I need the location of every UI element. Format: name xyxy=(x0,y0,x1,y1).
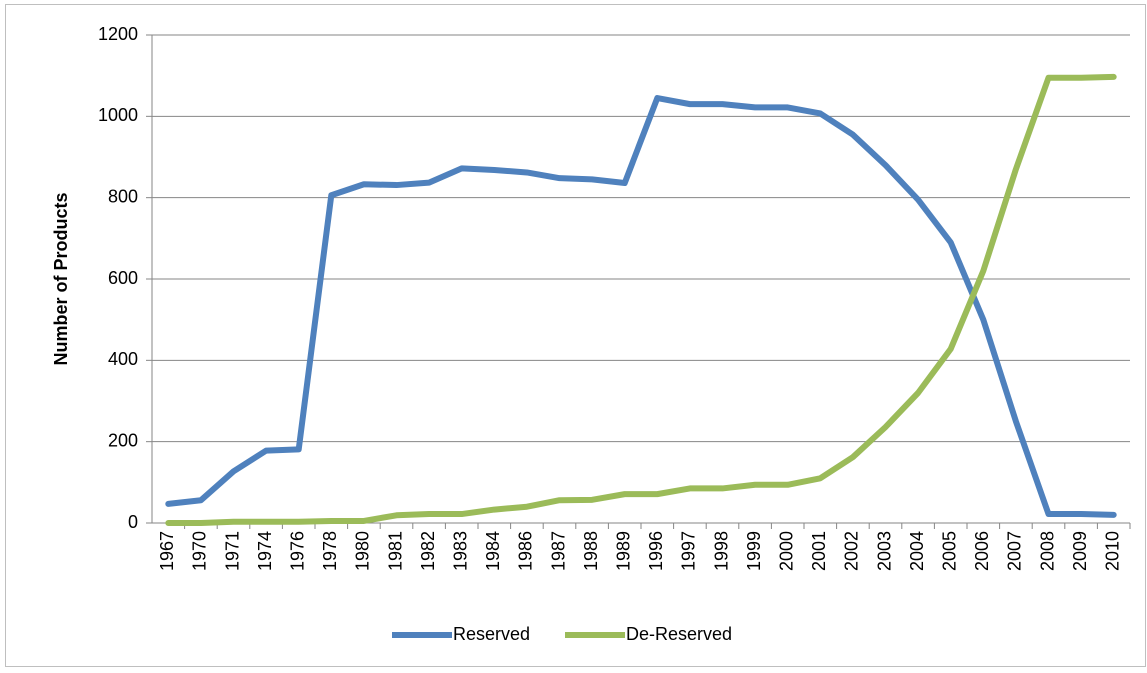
x-tick-label: 1999 xyxy=(744,531,764,571)
x-tick-label: 1996 xyxy=(646,531,666,571)
y-axis-label: Number of Products xyxy=(51,192,71,365)
x-tick-label: 1987 xyxy=(548,531,568,571)
y-tick-label: 800 xyxy=(108,186,138,206)
x-tick-label: 1970 xyxy=(190,531,210,571)
x-tick-label: 1998 xyxy=(711,531,731,571)
x-tick-label: 1986 xyxy=(516,531,536,571)
legend-label: De-Reserved xyxy=(626,624,732,644)
x-tick-label: 2000 xyxy=(776,531,796,571)
series-line xyxy=(165,73,1117,526)
x-tick-label: 1967 xyxy=(157,531,177,571)
x-tick-label: 1997 xyxy=(679,531,699,571)
y-tick-label: 200 xyxy=(108,430,138,450)
x-tick-label: 1980 xyxy=(353,531,373,571)
x-tick-label: 2008 xyxy=(1037,531,1057,571)
x-tick-label: 1983 xyxy=(450,531,470,571)
y-tick-label: 600 xyxy=(108,268,138,288)
x-tick-label: 2010 xyxy=(1102,531,1122,571)
y-tick-label: 1200 xyxy=(98,24,138,44)
x-tick-label: 1988 xyxy=(581,531,601,571)
y-tick-label: 0 xyxy=(128,512,138,532)
x-tick-label: 1982 xyxy=(418,531,438,571)
x-tick-label: 2002 xyxy=(842,531,862,571)
x-tick-label: 1981 xyxy=(385,531,405,571)
x-tick-label: 1984 xyxy=(483,531,503,571)
x-tick-label: 2003 xyxy=(874,531,894,571)
x-tick-label: 1989 xyxy=(613,531,633,571)
y-tick-label: 400 xyxy=(108,349,138,369)
x-tick-label: 2004 xyxy=(907,531,927,571)
x-tick-label: 1976 xyxy=(287,531,307,571)
x-tick-label: 2005 xyxy=(939,531,959,571)
x-tick-label: 2009 xyxy=(1070,531,1090,571)
x-tick-label: 2001 xyxy=(809,531,829,571)
series-line xyxy=(165,95,1117,518)
x-tick-label: 1978 xyxy=(320,531,340,571)
y-tick-label: 1000 xyxy=(98,105,138,125)
x-tick-label: 2006 xyxy=(972,531,992,571)
x-tick-label: 1974 xyxy=(255,531,275,571)
x-tick-label: 1971 xyxy=(222,531,242,571)
x-tick-label: 2007 xyxy=(1005,531,1025,571)
legend-label: Reserved xyxy=(453,624,530,644)
chart-border xyxy=(5,4,1146,667)
